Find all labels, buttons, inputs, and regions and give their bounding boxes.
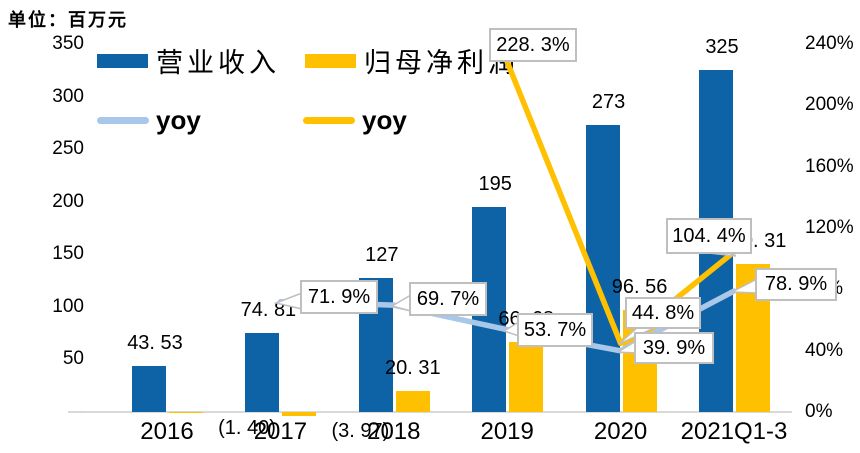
left-axis-tick-250: 250: [52, 138, 84, 160]
revenue-yoy-callout-2020: 39. 9%: [634, 332, 714, 364]
legend-item-revenue: 营业收入: [97, 41, 280, 80]
net-profit-yoy-callout-2021q1-3: 104. 4%: [666, 218, 752, 254]
legend-swatch-net-profit-yoy: [303, 117, 355, 124]
net-profit-bar-2018: [395, 390, 430, 412]
revenue-yoy-callout-2021q1-3: 78. 9%: [755, 268, 837, 301]
left-axis-tick-50: 50: [62, 348, 84, 370]
revenue-bar-2017: [245, 333, 280, 412]
left-axis-tick-150: 150: [52, 243, 84, 265]
revenue-label-2020: 273: [591, 90, 626, 113]
x-axis-label-2020: 2020: [593, 418, 648, 445]
right-axis-tick-0: 0%: [805, 401, 833, 422]
unit-label: 单位：百万元: [8, 10, 128, 31]
legend-label-revenue-yoy: yoy: [156, 105, 201, 135]
revenue-yoy-callout-2019: 53. 7%: [517, 313, 593, 347]
net-profit-yoy-callout-2019: 228. 3%: [489, 28, 577, 62]
right-axis-tick-200: 200%: [805, 94, 854, 116]
left-axis-tick-200: 200: [52, 190, 84, 212]
net-profit-label-2016: (1. 40): [218, 417, 276, 440]
revenue-yoy-callout-2018: 69. 7%: [409, 282, 487, 316]
net-profit-label-2017: (3. 97): [331, 420, 390, 443]
revenue-label-2018: 127: [365, 244, 399, 267]
net-profit-bar-2017: [282, 412, 317, 417]
revenue-label-2021q1-3: 325: [705, 36, 739, 59]
revenue-label-2016: 43. 53: [127, 332, 183, 355]
legend-item-net-profit-yoy: yoy: [303, 105, 407, 136]
right-axis-tick-240: 240%: [805, 33, 854, 54]
left-axis-tick-300: 300: [52, 85, 84, 107]
revenue-label-2019: 195: [478, 172, 512, 195]
x-axis-label-2017: 2017: [253, 418, 308, 445]
x-axis-label-2019: 2019: [480, 418, 534, 445]
x-axis-label-2018: 2018: [367, 418, 421, 445]
legend-label-revenue: 营业收入: [156, 48, 280, 79]
x-axis-label-2021q1-3: 2021Q1-3: [680, 418, 788, 445]
net-profit-label-2020: 96. 56: [611, 276, 668, 299]
callout-pointer: [729, 277, 758, 294]
net-profit-bar-2016: [169, 412, 203, 414]
right-axis-tick-40: 40%: [805, 339, 844, 361]
right-axis-tick-120: 120%: [805, 217, 854, 238]
net-profit-label-2018: 20. 31: [384, 356, 441, 379]
legend-item-revenue-yoy: yoy: [97, 105, 201, 136]
callout-pointer: [273, 291, 303, 310]
left-axis-tick-100: 100: [52, 295, 84, 317]
legend-label-net-profit-yoy: yoy: [362, 105, 407, 135]
revenue-bar-2016: [132, 366, 166, 412]
right-axis-tick-160: 160%: [805, 155, 854, 177]
legend-swatch-revenue: [97, 53, 148, 68]
net-profit-bar-2019: [509, 341, 544, 412]
legend-swatch-net-profit: [305, 53, 356, 68]
x-axis-line: [68, 411, 792, 413]
net-profit-yoy-callout-2020: 44. 8%: [625, 297, 701, 329]
legend-swatch-revenue-yoy: [97, 117, 149, 124]
revenue-yoy-callout-2017: 71. 9%: [300, 280, 378, 314]
left-axis-tick-350: 350: [52, 33, 84, 54]
x-axis-label-2016: 2016: [140, 418, 194, 445]
